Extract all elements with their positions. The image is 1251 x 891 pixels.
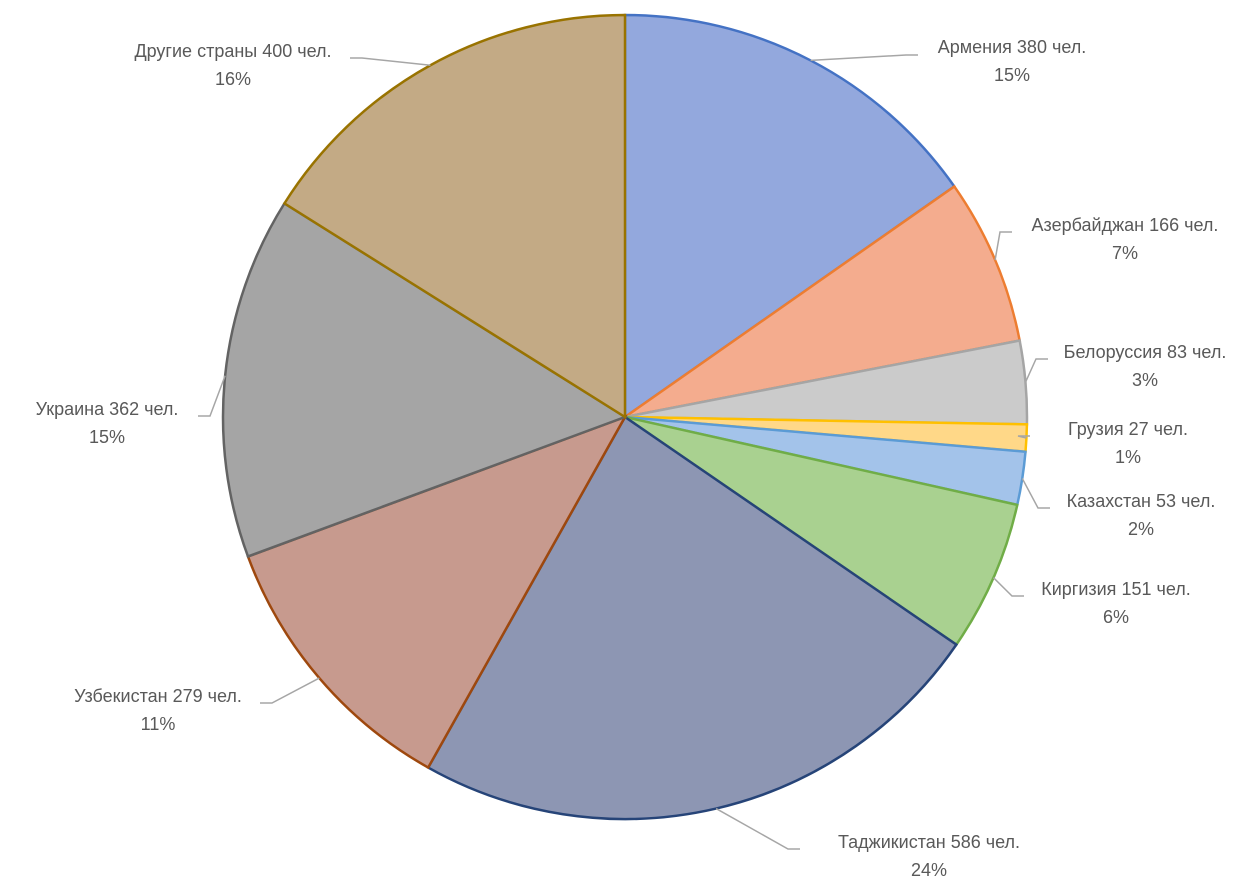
slice-label: Киргизия 151 чел. — [1041, 579, 1191, 599]
percent-label: 16% — [215, 69, 251, 89]
percent-label: 6% — [1103, 607, 1129, 627]
category-label: Таджикистан — [838, 832, 946, 852]
percent-label: 11% — [141, 714, 176, 734]
percent-label: 3% — [1132, 370, 1158, 390]
leader-line — [1017, 435, 1030, 439]
slice-label: Таджикистан 586 чел. — [838, 832, 1020, 852]
value-label: 151 чел. — [1121, 579, 1190, 599]
pie-slice — [221, 201, 628, 559]
category-label: Узбекистан — [74, 686, 168, 706]
slice-label: Белоруссия 83 чел. — [1064, 342, 1227, 362]
leader-line — [1021, 478, 1050, 509]
category-label: Другие страны — [134, 41, 257, 61]
slice-label: Казахстан 53 чел. — [1067, 491, 1216, 511]
pie-slice — [426, 415, 959, 821]
slice-label: Грузия 27 чел. — [1068, 419, 1188, 439]
category-label: Украина — [36, 399, 106, 419]
percent-label: 24% — [911, 860, 947, 880]
pie-slice — [246, 414, 628, 770]
value-label: 400 чел. — [262, 41, 331, 61]
slice-label: Армения 380 чел. — [938, 37, 1087, 57]
percent-label: 15% — [994, 65, 1030, 85]
percent-label: 2% — [1128, 519, 1154, 539]
value-label: 166 чел. — [1149, 215, 1218, 235]
leader-line — [994, 231, 1012, 261]
value-label: 380 чел. — [1017, 37, 1086, 57]
category-label: Армения — [938, 37, 1012, 57]
leader-line — [350, 57, 431, 66]
value-label: 27 чел. — [1129, 419, 1188, 439]
percent-label: 1% — [1115, 447, 1141, 467]
category-label: Киргизия — [1041, 579, 1116, 599]
slice-label: Украина 362 чел. — [36, 399, 179, 419]
leader-line — [715, 807, 800, 850]
percent-label: 15% — [89, 427, 125, 447]
value-label: 279 чел. — [173, 686, 242, 706]
leader-line — [992, 577, 1024, 597]
percent-label: 7% — [1112, 243, 1138, 263]
value-label: 83 чел. — [1167, 342, 1226, 362]
pie-slice — [624, 415, 1019, 647]
slice-label: Узбекистан 279 чел. — [74, 686, 242, 706]
leader-line — [810, 54, 918, 62]
slice-label: Другие страны 400 чел. — [134, 41, 331, 61]
pie-slice — [623, 13, 957, 420]
value-label: 586 чел. — [951, 832, 1020, 852]
slice-label: Азербайджан 166 чел. — [1032, 215, 1219, 235]
leader-line — [198, 375, 226, 417]
leader-line — [260, 677, 320, 704]
category-label: Казахстан — [1067, 491, 1151, 511]
leader-line — [1024, 358, 1048, 383]
category-label: Грузия — [1068, 419, 1124, 439]
pie-slice — [282, 13, 627, 420]
category-label: Белоруссия — [1064, 342, 1162, 362]
value-label: 362 чел. — [109, 399, 178, 419]
category-label: Азербайджан — [1032, 215, 1145, 235]
value-label: 53 чел. — [1156, 491, 1215, 511]
